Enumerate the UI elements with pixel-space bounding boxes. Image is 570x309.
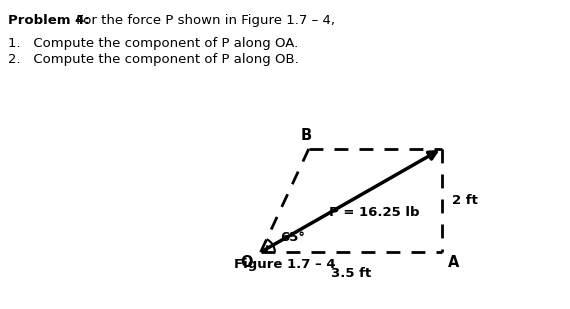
Text: 65°: 65° — [280, 231, 305, 244]
Text: For the force P shown in Figure 1.7 – 4,: For the force P shown in Figure 1.7 – 4, — [72, 14, 335, 27]
Text: 2 ft: 2 ft — [453, 194, 478, 207]
Text: B: B — [301, 128, 312, 143]
Text: Problem 4:: Problem 4: — [8, 14, 89, 27]
Text: 1.   Compute the component of P along OA.: 1. Compute the component of P along OA. — [8, 37, 298, 50]
Text: 2.   Compute the component of P along OB.: 2. Compute the component of P along OB. — [8, 53, 299, 66]
Text: A: A — [448, 255, 459, 270]
Text: P = 16.25 lb: P = 16.25 lb — [329, 205, 420, 218]
Text: O: O — [241, 255, 253, 270]
Text: Figure 1.7 – 4: Figure 1.7 – 4 — [234, 258, 336, 271]
Text: 3.5 ft: 3.5 ft — [331, 267, 372, 280]
